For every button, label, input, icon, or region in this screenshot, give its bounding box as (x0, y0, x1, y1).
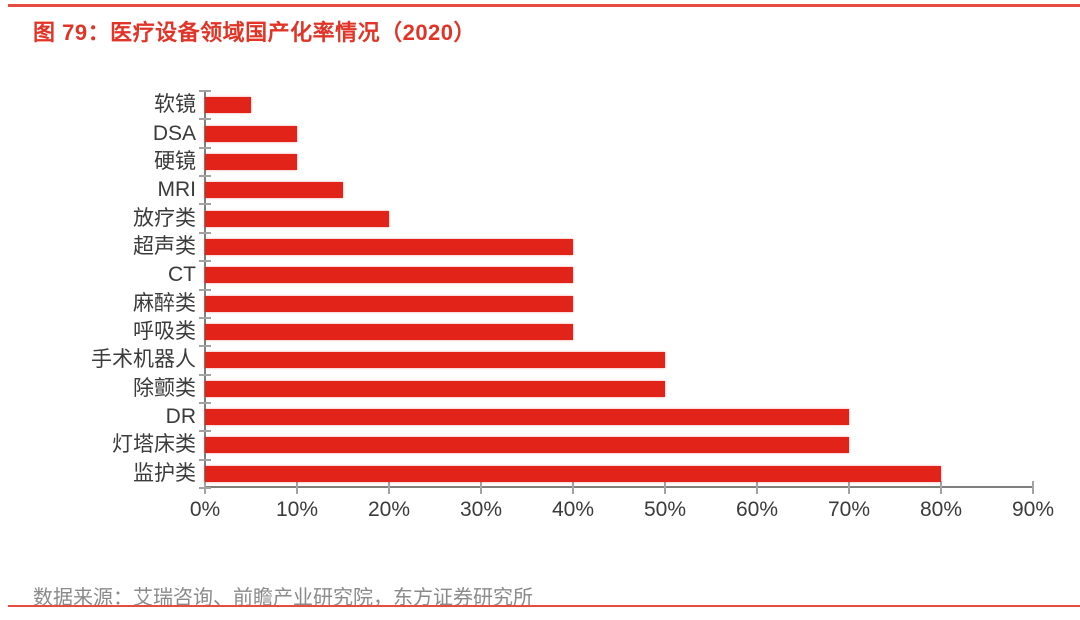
top-divider-line (8, 4, 1080, 7)
y-axis-tick (199, 288, 211, 291)
bar-放疗类 (205, 210, 389, 227)
bar-硬镜 (205, 153, 297, 170)
category-label: 硬镜 (154, 149, 196, 173)
y-axis-tick (199, 430, 211, 433)
x-axis-tick-label: 20% (367, 498, 411, 521)
y-axis-tick (199, 118, 211, 121)
bar-麻醉类 (205, 295, 573, 312)
category-label: DSA (152, 121, 196, 145)
category-label: 软镜 (154, 93, 196, 117)
x-axis-tick-label: 50% (643, 498, 687, 521)
y-axis-tick (199, 345, 211, 348)
category-label: 放疗类 (133, 206, 196, 230)
bar-DR (205, 409, 849, 426)
y-axis-tick (199, 373, 211, 376)
y-axis-tick (199, 231, 211, 234)
bar-手术机器人 (205, 352, 665, 369)
bar-MRI (205, 182, 343, 199)
x-axis-tick-label: 70% (827, 498, 871, 521)
x-axis-tick-label: 30% (459, 498, 503, 521)
x-axis-tick-label: 80% (919, 498, 963, 521)
y-axis-tick (199, 458, 211, 461)
category-label: MRI (157, 178, 197, 202)
category-label: DR (165, 405, 196, 429)
category-label: 手术机器人 (91, 348, 196, 372)
x-axis-tick (756, 481, 758, 494)
x-axis-tick (388, 481, 390, 494)
x-axis-tick-label: 0% (189, 498, 221, 521)
category-label: 超声类 (133, 234, 196, 258)
x-axis-tick (848, 481, 850, 494)
x-axis-tick-label: 10% (275, 498, 319, 521)
y-axis-tick (199, 175, 211, 178)
x-axis-tick (940, 481, 942, 494)
x-axis-tick-label: 60% (735, 498, 779, 521)
bottom-divider-line (8, 605, 1080, 607)
y-axis-tick (199, 203, 211, 206)
x-axis-tick (1032, 481, 1034, 494)
bar-灯塔床类 (205, 437, 849, 454)
category-label: CT (168, 263, 196, 287)
bar-监护类 (205, 465, 941, 482)
bar-呼吸类 (205, 324, 573, 341)
y-axis-tick (199, 90, 211, 92)
bar-DSA (205, 125, 297, 142)
category-label: 呼吸类 (133, 320, 196, 344)
y-axis-tick (199, 401, 211, 404)
category-label: 灯塔床类 (112, 433, 196, 457)
y-axis-tick (199, 146, 211, 149)
y-axis-tick (199, 316, 211, 319)
bar-软镜 (205, 97, 251, 114)
chart-title: 图 79：医疗设备领域国产化率情况（2020） (33, 20, 477, 45)
category-label: 监护类 (133, 461, 196, 485)
x-axis-tick (296, 481, 298, 494)
bar-除颤类 (205, 380, 665, 397)
category-label: 麻醉类 (133, 291, 196, 315)
x-axis-tick (572, 481, 574, 494)
x-axis-tick (480, 481, 482, 494)
x-axis-tick-label: 90% (1011, 498, 1055, 521)
y-axis-tick (199, 260, 211, 263)
data-source-note: 数据来源：艾瑞咨询、前瞻产业研究院，东方证券研究所 (33, 587, 533, 609)
x-axis-tick (664, 481, 666, 494)
x-axis-tick (204, 481, 206, 494)
bar-CT (205, 267, 573, 284)
category-label: 除颤类 (133, 376, 196, 400)
bar-超声类 (205, 238, 573, 255)
x-axis-tick-label: 40% (551, 498, 595, 521)
x-axis-line (204, 486, 1034, 488)
